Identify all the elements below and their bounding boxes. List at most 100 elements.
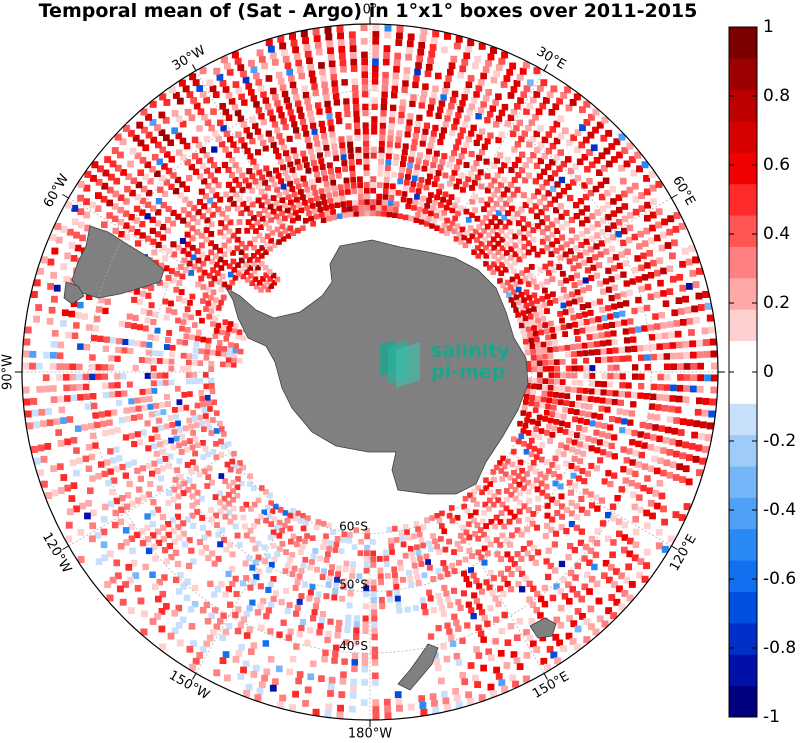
anomaly-cell <box>186 645 194 653</box>
anomaly-cell <box>679 418 687 425</box>
anomaly-cell <box>330 137 337 144</box>
anomaly-cell <box>475 485 481 491</box>
anomaly-cell <box>220 56 228 64</box>
anomaly-cell <box>305 167 312 174</box>
anomaly-cell <box>505 458 511 465</box>
anomaly-cell <box>276 132 283 140</box>
anomaly-cell <box>356 158 362 165</box>
anomaly-cell <box>563 209 570 216</box>
anomaly-cell <box>439 523 445 529</box>
anomaly-cell <box>384 165 391 172</box>
anomaly-cell <box>605 305 612 312</box>
anomaly-cell <box>437 164 444 171</box>
anomaly-cell <box>611 303 618 310</box>
anomaly-cell <box>541 302 548 308</box>
anomaly-cell <box>160 245 167 252</box>
anomaly-cell <box>601 314 608 321</box>
anomaly-cell <box>459 127 466 134</box>
anomaly-cell <box>320 520 327 527</box>
anomaly-cell <box>81 424 88 431</box>
anomaly-cell <box>76 457 83 465</box>
anomaly-cell <box>620 466 627 473</box>
anomaly-cell <box>641 575 649 583</box>
anomaly-cell <box>198 242 205 249</box>
anomaly-cell <box>127 129 135 137</box>
anomaly-cell <box>336 619 343 626</box>
anomaly-cell <box>438 100 446 107</box>
anomaly-cell <box>708 326 716 334</box>
anomaly-cell <box>619 373 626 380</box>
anomaly-cell <box>89 522 96 530</box>
anomaly-cell <box>420 213 427 220</box>
anomaly-cell <box>37 267 45 275</box>
anomaly-cell <box>312 603 319 610</box>
anomaly-cell <box>559 224 566 231</box>
anomaly-cell <box>455 599 462 606</box>
anomaly-cell <box>515 220 522 227</box>
anomaly-cell <box>144 235 152 242</box>
anomaly-cell <box>543 522 550 529</box>
anomaly-cell <box>528 400 535 407</box>
anomaly-cell <box>686 283 693 290</box>
anomaly-cell <box>66 416 74 423</box>
anomaly-cell <box>547 300 553 306</box>
anomaly-cell <box>573 93 581 101</box>
anomaly-cell <box>487 53 495 61</box>
meridian-line <box>509 197 672 292</box>
anomaly-cell <box>660 231 667 239</box>
anomaly-cell <box>412 199 419 206</box>
anomaly-cell <box>337 32 344 40</box>
anomaly-cell <box>187 438 193 444</box>
anomaly-cell <box>213 669 221 677</box>
anomaly-cell <box>119 598 127 606</box>
anomaly-cell <box>382 199 388 206</box>
anomaly-cell <box>601 381 608 388</box>
anomaly-cell <box>670 363 678 370</box>
anomaly-cell <box>623 457 630 464</box>
anomaly-cell <box>371 71 379 78</box>
anomaly-cell <box>252 276 259 282</box>
anomaly-cell <box>83 393 90 400</box>
anomaly-cell <box>155 595 162 603</box>
anomaly-cell <box>263 668 271 676</box>
anomaly-cell <box>285 103 292 110</box>
anomaly-cell <box>363 556 370 562</box>
anomaly-cell <box>310 184 317 191</box>
anomaly-cell <box>341 578 348 584</box>
anomaly-cell <box>190 640 197 647</box>
anomaly-cell <box>175 244 182 251</box>
anomaly-cell <box>235 131 242 138</box>
anomaly-cell <box>223 674 231 682</box>
anomaly-cell <box>453 118 460 125</box>
anomaly-cell <box>285 194 292 200</box>
anomaly-cell <box>544 493 551 500</box>
anomaly-cell <box>497 460 503 466</box>
anomaly-cell <box>112 227 119 235</box>
anomaly-cell <box>200 213 206 220</box>
anomaly-cell <box>160 202 167 209</box>
anomaly-cell <box>132 134 140 142</box>
anomaly-cell <box>558 295 564 302</box>
anomaly-cell <box>101 364 108 371</box>
anomaly-cell <box>243 261 249 268</box>
anomaly-cell <box>261 544 268 551</box>
anomaly-cell <box>611 338 618 345</box>
anomaly-cell <box>493 537 500 544</box>
anomaly-cell <box>554 372 560 379</box>
anomaly-cell <box>145 349 152 356</box>
anomaly-cell <box>441 584 448 591</box>
anomaly-cell <box>245 683 253 691</box>
anomaly-cell <box>683 385 690 392</box>
anomaly-cell <box>522 422 529 429</box>
anomaly-cell <box>165 463 172 469</box>
anomaly-cell <box>506 518 513 525</box>
anomaly-cell <box>379 134 386 141</box>
anomaly-cell <box>235 650 243 657</box>
anomaly-cell <box>157 186 164 193</box>
anomaly-cell <box>279 223 286 230</box>
anomaly-cell <box>628 410 636 417</box>
anomaly-cell <box>415 120 422 127</box>
anomaly-cell <box>576 350 583 357</box>
anomaly-cell <box>342 212 348 218</box>
anomaly-cell <box>299 118 307 125</box>
